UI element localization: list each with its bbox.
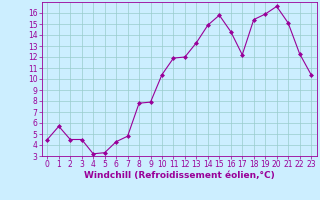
- X-axis label: Windchill (Refroidissement éolien,°C): Windchill (Refroidissement éolien,°C): [84, 171, 275, 180]
